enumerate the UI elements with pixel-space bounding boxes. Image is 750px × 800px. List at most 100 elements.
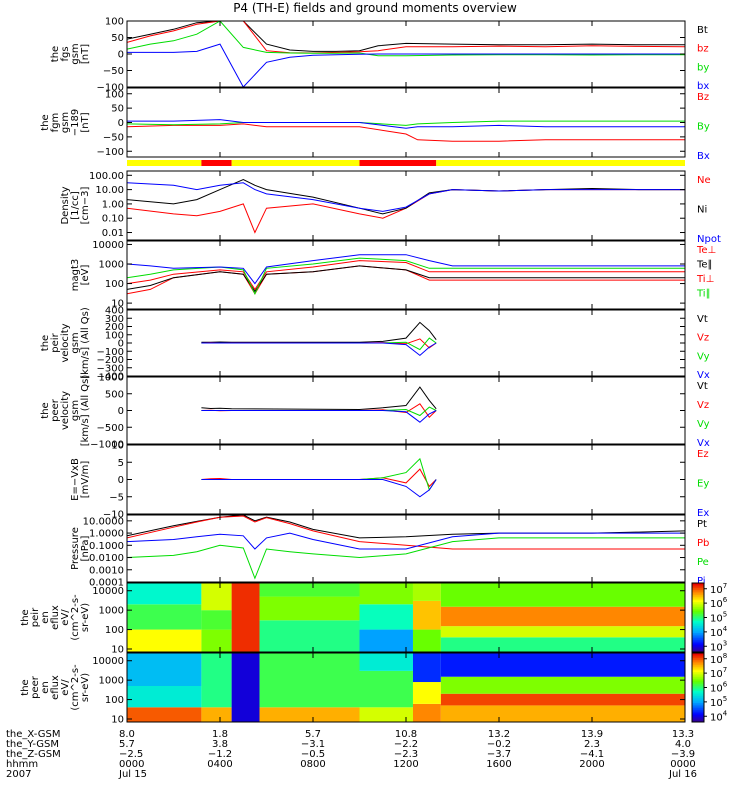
spectrogram-cell	[440, 653, 685, 677]
colorbar-step	[692, 624, 704, 627]
y-tick-label: 0.0100	[89, 553, 124, 564]
y-tick-label: 1000	[99, 606, 124, 617]
x-axis-value: 5.7	[119, 739, 135, 750]
plot-area	[201, 457, 437, 498]
y-axis-label: eV/	[60, 679, 71, 696]
spectrogram-cell	[359, 653, 413, 671]
legend-entry: Ni	[697, 205, 707, 216]
colorbar-step	[692, 671, 704, 675]
x-axis-value: −0.5	[301, 749, 325, 760]
plot-area	[127, 119, 685, 142]
colorbar-step	[692, 601, 704, 605]
spectrogram-cell	[440, 676, 685, 694]
colorbar-step	[692, 612, 704, 615]
legend-entry: Te∥	[696, 260, 713, 271]
colorbar-step	[692, 634, 704, 637]
colorbar-step	[692, 596, 704, 600]
y-tick-label: 0.10	[102, 214, 124, 225]
mode-bar-segment	[231, 160, 360, 166]
colorbar-tick-exponent: 3	[723, 639, 727, 647]
legend-entry: Bz	[697, 92, 709, 103]
x-axis-value: 13.2	[488, 729, 510, 740]
y-tick-label: 0.0010	[89, 565, 124, 576]
colorbar-step	[692, 689, 704, 692]
y-tick-label: −10	[103, 510, 124, 521]
y-axis-label: [eV]	[80, 265, 91, 286]
y-tick-label: −100	[97, 83, 124, 94]
colorbar-tick-exponent: 5	[723, 611, 727, 619]
colorbar-step	[692, 615, 704, 618]
colorbar-step	[692, 641, 704, 644]
spectrogram-cell	[259, 707, 360, 722]
colorbar-tick-exponent: 6	[723, 596, 728, 604]
spectrogram-cell	[412, 682, 441, 704]
y-axis-label: the	[40, 402, 51, 418]
x-axis-row-label: the_X-GSM	[6, 729, 60, 740]
colorbar-tick-label: 105	[710, 611, 727, 625]
colorbar-step	[692, 716, 704, 720]
colorbar-tick-label: 107	[710, 582, 727, 596]
x-axis-value: −0.2	[487, 739, 511, 750]
legend-entry: by	[697, 62, 709, 73]
colorbar-step	[692, 654, 704, 657]
panel-7: Ez Ey Ex 10 5 0 −5 −10 E=−VxB [mV/m]	[70, 441, 709, 521]
colorbar-step	[692, 633, 704, 636]
series-line-1	[201, 321, 437, 343]
y-axis-label: E=−VxB	[70, 458, 81, 501]
spectrogram-cell	[127, 583, 202, 605]
mode-bar	[127, 160, 685, 166]
series-line-2	[127, 120, 685, 126]
colorbar-step	[692, 678, 704, 682]
y-tick-label: 500	[105, 389, 124, 400]
colorbar-step	[692, 607, 704, 610]
y-tick-label: 100	[105, 17, 124, 28]
y-axis-label: peir	[50, 332, 61, 352]
y-tick-label: −50	[103, 132, 124, 143]
spectrogram-cell	[259, 653, 360, 708]
y-tick-label: −5	[109, 492, 124, 503]
colorbar-step	[692, 598, 704, 601]
legend-entry: Ne	[697, 175, 711, 186]
colorbar-step	[692, 682, 704, 685]
x-axis-value: −2.3	[394, 749, 418, 760]
y-tick-label: 100	[105, 625, 124, 636]
colorbar-step	[692, 699, 704, 702]
y-axis-label: the	[20, 679, 31, 695]
spectrogram-cell	[259, 620, 360, 652]
y-axis-label: eV/	[60, 609, 71, 626]
y-axis-label: eflux	[50, 675, 61, 700]
legend-entry: Bx	[697, 151, 710, 162]
y-tick-label: 0	[118, 475, 124, 486]
y-tick-label: 300	[105, 314, 124, 325]
y-axis-label: sr-eV)	[80, 603, 91, 632]
x-axis-value: 5.7	[305, 729, 321, 740]
legend-entry: Vz	[697, 400, 709, 411]
spectrogram-cell	[201, 707, 232, 722]
x-axis-value: 0800	[300, 759, 325, 770]
colorbar-step	[692, 639, 704, 643]
spectrogram-cell	[440, 705, 685, 722]
legend-entry: Npot	[697, 234, 721, 245]
y-tick-label: 1.0000	[89, 529, 124, 540]
y-axis-label: −189	[70, 109, 81, 136]
colorbar-step	[692, 663, 704, 666]
x-axis-value: Jul 16	[668, 769, 697, 780]
colorbar-step	[692, 638, 704, 641]
series-line-1	[127, 21, 685, 52]
series-line-1	[127, 189, 685, 234]
plot-area	[127, 515, 685, 580]
y-tick-label: 1.00	[102, 199, 124, 210]
x-axis-value: 4.0	[675, 739, 691, 750]
spectrogram-cell	[201, 653, 232, 708]
colorbar-step	[692, 608, 704, 612]
y-tick-label: 10	[111, 714, 124, 725]
x-axis-value: −1.2	[208, 749, 232, 760]
series-line-4	[201, 342, 437, 357]
series-line-4	[127, 257, 685, 295]
spectrogram-cell	[127, 653, 202, 686]
y-tick-label: 50	[111, 33, 124, 44]
y-axis-label: [nPa]	[80, 535, 91, 561]
y-tick-label: 0	[118, 50, 124, 61]
y-tick-label: 10000	[92, 586, 124, 597]
